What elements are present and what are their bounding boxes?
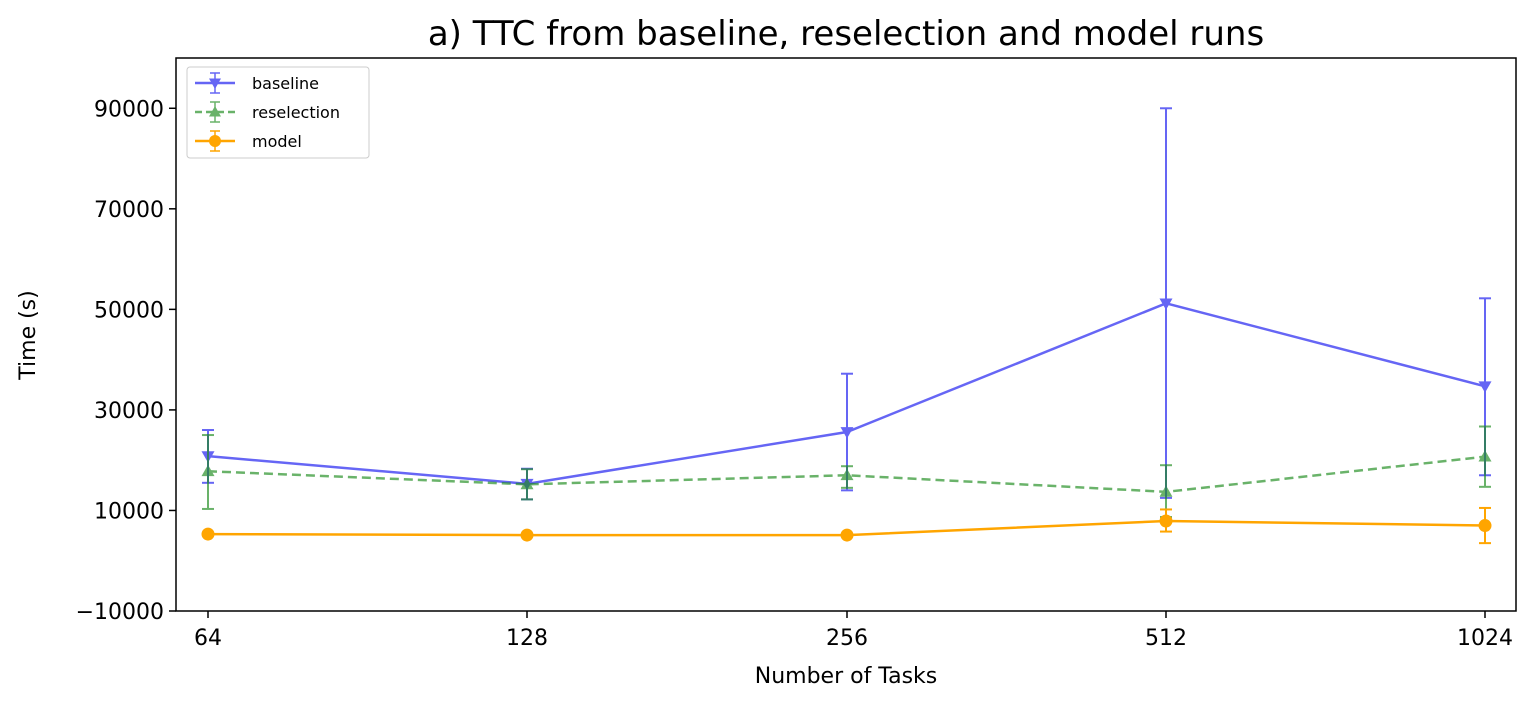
legend-marker xyxy=(209,106,221,117)
data-point xyxy=(840,528,854,542)
data-point xyxy=(1159,298,1173,310)
y-tick-label: 10000 xyxy=(94,499,164,524)
y-tick-label: 30000 xyxy=(94,399,164,424)
x-tick-label: 1024 xyxy=(1457,626,1513,651)
data-point xyxy=(520,477,534,490)
data-point xyxy=(1478,381,1492,393)
y-tick-label: 50000 xyxy=(94,298,164,323)
legend-entry-baseline: baseline xyxy=(195,72,319,94)
data-point xyxy=(201,464,215,477)
legend-entry-model: model xyxy=(195,130,302,152)
y-tick-label: −10000 xyxy=(76,600,164,625)
plot-frame xyxy=(175,57,1517,612)
y-tick-label: 90000 xyxy=(94,97,164,122)
x-axis-label: Number of Tasks xyxy=(755,664,938,689)
legend-label: reselection xyxy=(252,103,340,122)
x-tick-label: 128 xyxy=(506,626,548,651)
legend: baseline reselection model xyxy=(186,66,370,159)
x-tick-label: 256 xyxy=(826,626,868,651)
data-point xyxy=(201,527,215,541)
data-point xyxy=(1159,514,1173,528)
legend-box xyxy=(186,66,370,159)
legend-marker xyxy=(209,78,221,89)
series-baseline xyxy=(201,107,1492,501)
data-point xyxy=(1478,450,1492,462)
data-point xyxy=(840,468,854,481)
data-point xyxy=(840,427,854,439)
x-tick-label: 512 xyxy=(1145,626,1187,651)
data-point xyxy=(1159,485,1173,497)
legend-label: model xyxy=(252,132,302,151)
legend-label: baseline xyxy=(252,74,319,93)
legend-marker xyxy=(209,135,221,147)
y-tick-label: 70000 xyxy=(94,198,164,223)
data-point xyxy=(520,528,534,542)
series-model xyxy=(201,506,1492,545)
chart-title: a) TTC from baseline, reselection and mo… xyxy=(428,14,1264,54)
series-line-reselection xyxy=(207,455,1486,494)
series-reselection xyxy=(201,425,1492,518)
y-axis-label: Time (s) xyxy=(16,290,41,380)
legend-entry-reselection: reselection xyxy=(195,101,340,123)
x-tick-label: 64 xyxy=(194,626,222,651)
data-point xyxy=(1478,519,1492,533)
